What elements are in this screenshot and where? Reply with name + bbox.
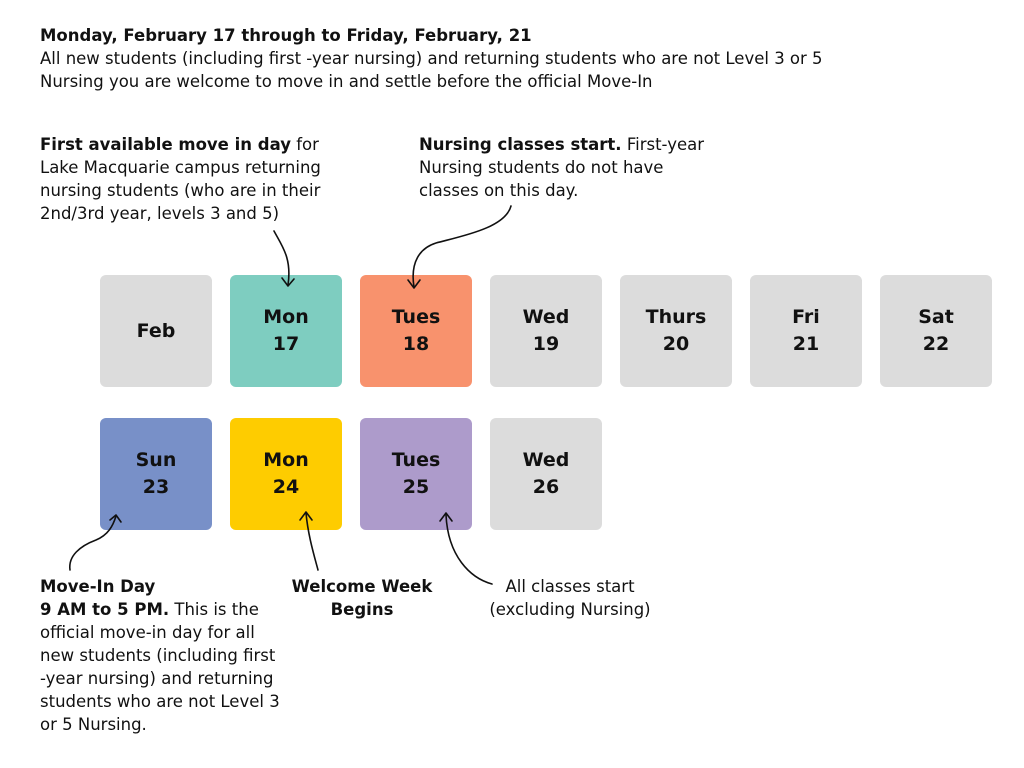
tile-num: 23 — [142, 476, 170, 498]
note-first-move-in-bold: First available move in day — [40, 135, 291, 154]
note-move-in-day-line5: -year nursing) and returning — [40, 669, 274, 688]
tile-day: Wed — [522, 306, 570, 328]
tile-tues-25: Tues 25 — [360, 418, 472, 530]
intro-title: Monday, February 17 through to Friday, F… — [40, 26, 532, 45]
note-nursing-classes-line2: Nursing students do not have — [419, 158, 664, 177]
tile-sat-22: Sat 22 — [880, 275, 992, 387]
note-all-classes: All classes start (excluding Nursing) — [480, 575, 660, 621]
tile-sun-23: Sun 23 — [100, 418, 212, 530]
note-first-move-in-line2: Lake Macquarie campus returning — [40, 158, 321, 177]
intro-line-2: Nursing you are welcome to move in and s… — [40, 72, 653, 91]
note-nursing-classes: Nursing classes start. First-year Nursin… — [419, 133, 719, 202]
tile-day: Wed — [522, 449, 570, 471]
tile-day: Mon — [263, 306, 309, 328]
note-first-move-in: First available move in day for Lake Mac… — [40, 133, 360, 225]
tile-day: Tues — [391, 449, 441, 471]
note-nursing-classes-bold: Nursing classes start. — [419, 135, 622, 154]
tile-day: Feb — [136, 319, 176, 342]
tile-num: 24 — [272, 476, 300, 498]
intro-line-1: All new students (including first -year … — [40, 49, 823, 68]
note-welcome-week: Welcome Week Begins — [280, 575, 444, 621]
note-move-in-day-line7: or 5 Nursing. — [40, 715, 147, 734]
intro-block: Monday, February 17 through to Friday, F… — [40, 24, 940, 93]
tile-day: Fri — [792, 306, 820, 328]
note-move-in-day-line3: official move-in day for all — [40, 623, 255, 642]
tile-mon-17: Mon 17 — [230, 275, 342, 387]
note-nursing-classes-rest: First-year — [621, 135, 705, 154]
tile-day: Mon — [263, 449, 309, 471]
tile-num: 17 — [272, 333, 300, 355]
note-nursing-classes-line3: classes on this day. — [419, 181, 579, 200]
tile-day: Sun — [135, 449, 177, 471]
tile-feb: Feb — [100, 275, 212, 387]
note-first-move-in-line4: 2nd/3rd year, levels 3 and 5) — [40, 204, 280, 223]
tile-num: 25 — [402, 476, 430, 498]
note-move-in-day-bold2: 9 AM to 5 PM. — [40, 600, 170, 619]
note-move-in-day-line4: new students (including first — [40, 646, 276, 665]
tile-thurs-20: Thurs 20 — [620, 275, 732, 387]
note-welcome-week-line1: Welcome Week — [291, 577, 433, 596]
note-move-in-day: Move-In Day 9 AM to 5 PM. This is the of… — [40, 575, 300, 736]
tile-tues-18: Tues 18 — [360, 275, 472, 387]
tile-fri-21: Fri 21 — [750, 275, 862, 387]
tile-num: 26 — [532, 476, 560, 498]
note-move-in-day-line6: students who are not Level 3 — [40, 692, 280, 711]
tile-wed-19: Wed 19 — [490, 275, 602, 387]
tile-num: 18 — [402, 333, 430, 355]
note-first-move-in-rest: for — [290, 135, 319, 154]
note-move-in-day-rest2: This is the — [169, 600, 259, 619]
tile-num: 21 — [792, 333, 820, 355]
note-welcome-week-line2: Begins — [330, 600, 394, 619]
note-first-move-in-line3: nursing students (who are in their — [40, 181, 321, 200]
tile-day: Sat — [918, 306, 954, 328]
note-move-in-day-bold1: Move-In Day — [40, 577, 156, 596]
note-all-classes-line1: All classes start — [505, 577, 635, 596]
tile-day: Thurs — [645, 306, 707, 328]
tile-num: 19 — [532, 333, 560, 355]
tile-mon-24: Mon 24 — [230, 418, 342, 530]
note-all-classes-line2: (excluding Nursing) — [489, 600, 651, 619]
tile-day: Tues — [391, 306, 441, 328]
tile-num: 20 — [662, 333, 690, 355]
tile-wed-26: Wed 26 — [490, 418, 602, 530]
tile-num: 22 — [922, 333, 950, 355]
